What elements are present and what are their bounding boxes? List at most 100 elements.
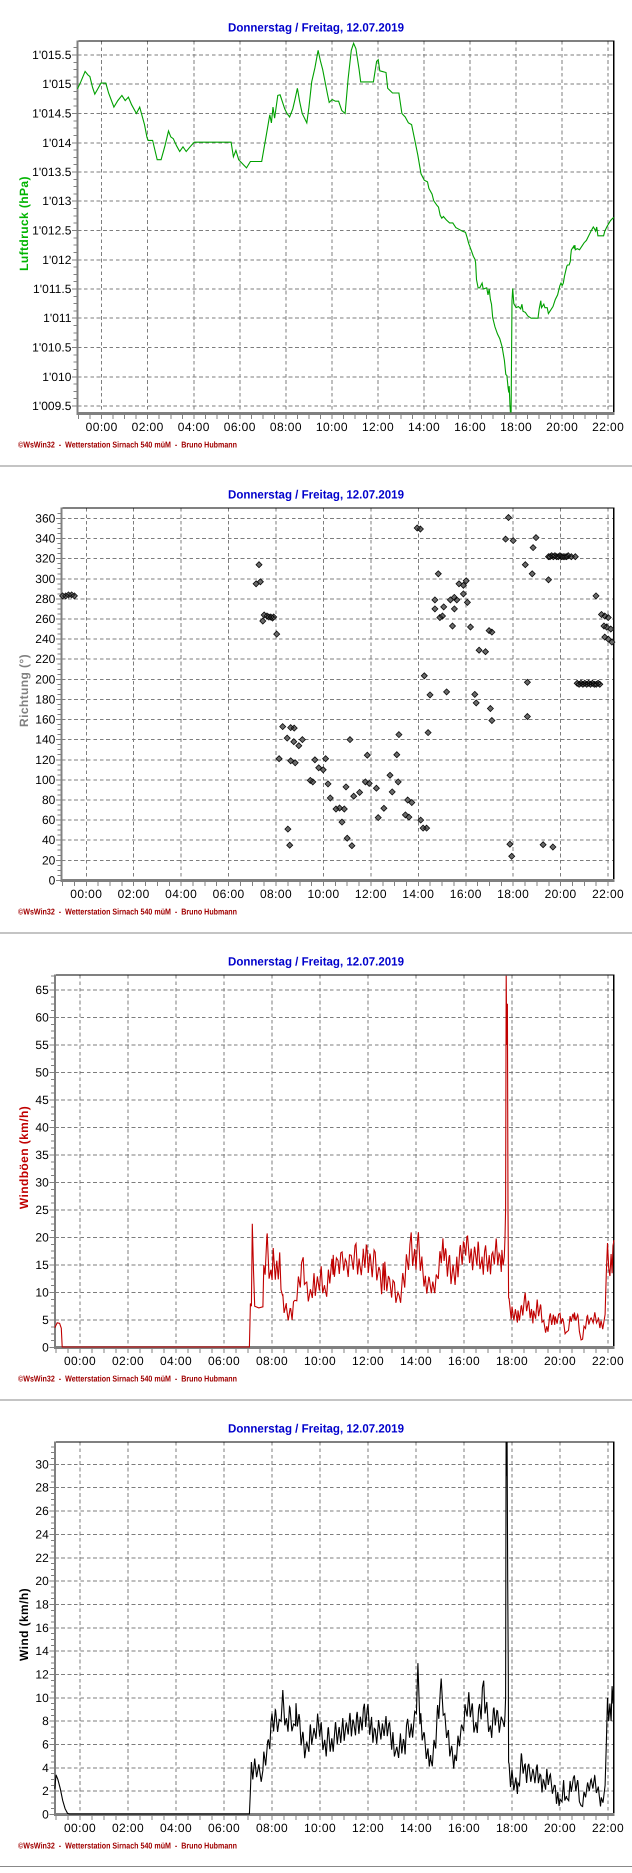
svg-text:Richtung (°): Richtung (°) (17, 654, 31, 727)
svg-text:1'011: 1'011 (43, 311, 72, 325)
svg-text:16:00: 16:00 (450, 887, 482, 901)
svg-text:12: 12 (35, 1668, 49, 1682)
svg-text:02:00: 02:00 (112, 1354, 144, 1368)
svg-text:Luftdruck (hPa): Luftdruck (hPa) (17, 176, 31, 271)
svg-text:06:00: 06:00 (213, 887, 245, 901)
svg-text:6: 6 (42, 1738, 49, 1752)
svg-text:55: 55 (35, 1038, 49, 1052)
svg-text:4: 4 (42, 1761, 49, 1775)
svg-text:20:00: 20:00 (544, 1354, 576, 1368)
svg-text:0: 0 (42, 1341, 49, 1355)
svg-text:340: 340 (35, 532, 55, 546)
svg-text:Donnerstag / Freitag, 12.07.20: Donnerstag / Freitag, 12.07.2019 (228, 955, 404, 969)
svg-text:65: 65 (35, 983, 49, 997)
svg-text:1'015.5: 1'015.5 (32, 48, 72, 62)
svg-text:1'010: 1'010 (42, 370, 72, 384)
svg-text:04:00: 04:00 (178, 420, 210, 434)
svg-text:22: 22 (35, 1551, 49, 1565)
svg-text:18: 18 (35, 1597, 49, 1611)
svg-text:30: 30 (35, 1457, 49, 1471)
svg-text:24: 24 (35, 1527, 49, 1541)
svg-text:02:00: 02:00 (132, 420, 164, 434)
svg-text:2: 2 (42, 1784, 49, 1798)
svg-text:02:00: 02:00 (118, 887, 150, 901)
svg-text:14:00: 14:00 (402, 887, 434, 901)
svg-text:18:00: 18:00 (500, 420, 532, 434)
svg-text:1'015: 1'015 (42, 77, 72, 91)
svg-text:16:00: 16:00 (448, 1354, 480, 1368)
svg-text:22:00: 22:00 (592, 420, 624, 434)
svg-text:08:00: 08:00 (270, 420, 302, 434)
svg-text:50: 50 (35, 1066, 49, 1080)
svg-text:Donnerstag / Freitag, 12.07.20: Donnerstag / Freitag, 12.07.2019 (228, 488, 404, 502)
svg-text:35: 35 (35, 1148, 49, 1162)
svg-text:20: 20 (35, 1231, 49, 1245)
svg-text:15: 15 (35, 1258, 49, 1272)
svg-text:140: 140 (35, 733, 55, 747)
svg-text:00:00: 00:00 (64, 1821, 96, 1835)
svg-text:20:00: 20:00 (544, 1821, 576, 1835)
svg-text:22:00: 22:00 (592, 1354, 624, 1368)
svg-text:10:00: 10:00 (307, 887, 339, 901)
svg-text:80: 80 (42, 793, 56, 807)
svg-text:00:00: 00:00 (70, 887, 102, 901)
svg-text:00:00: 00:00 (64, 1354, 96, 1368)
svg-text:1'013.5: 1'013.5 (32, 165, 72, 179)
svg-text:1'013: 1'013 (42, 194, 72, 208)
svg-text:Donnerstag / Freitag, 12.07.20: Donnerstag / Freitag, 12.07.2019 (228, 21, 404, 35)
svg-text:60: 60 (35, 1011, 49, 1025)
svg-text:08:00: 08:00 (260, 887, 292, 901)
svg-text:12:00: 12:00 (362, 420, 394, 434)
svg-text:04:00: 04:00 (160, 1354, 192, 1368)
svg-text:08:00: 08:00 (256, 1821, 288, 1835)
svg-text:12:00: 12:00 (352, 1354, 384, 1368)
svg-text:18:00: 18:00 (496, 1821, 528, 1835)
svg-text:10:00: 10:00 (304, 1354, 336, 1368)
svg-text:12:00: 12:00 (355, 887, 387, 901)
svg-text:06:00: 06:00 (208, 1821, 240, 1835)
svg-text:Wind (km/h): Wind (km/h) (17, 1588, 31, 1661)
svg-text:240: 240 (35, 632, 55, 646)
svg-text:22:00: 22:00 (592, 887, 624, 901)
svg-text:06:00: 06:00 (224, 420, 256, 434)
svg-text:18:00: 18:00 (496, 1354, 528, 1368)
svg-text:06:00: 06:00 (208, 1354, 240, 1368)
svg-text:00:00: 00:00 (86, 420, 118, 434)
svg-text:14:00: 14:00 (400, 1354, 432, 1368)
svg-text:16:00: 16:00 (448, 1821, 480, 1835)
svg-text:1'009.5: 1'009.5 (32, 399, 72, 413)
svg-text:18:00: 18:00 (497, 887, 529, 901)
svg-text:360: 360 (35, 512, 55, 526)
svg-text:8: 8 (42, 1714, 49, 1728)
svg-text:04:00: 04:00 (165, 887, 197, 901)
svg-text:160: 160 (35, 713, 55, 727)
svg-text:100: 100 (35, 773, 55, 787)
svg-text:40: 40 (35, 1121, 49, 1135)
svg-text:1'011.5: 1'011.5 (33, 282, 72, 296)
svg-text:200: 200 (35, 672, 55, 686)
svg-text:300: 300 (35, 572, 55, 586)
svg-text:1'012: 1'012 (42, 253, 72, 267)
svg-text:20:00: 20:00 (545, 887, 577, 901)
svg-text:22:00: 22:00 (592, 1821, 624, 1835)
svg-text:20:00: 20:00 (546, 420, 578, 434)
svg-text:14: 14 (35, 1644, 49, 1658)
svg-text:10: 10 (35, 1691, 49, 1705)
svg-text:30: 30 (35, 1176, 49, 1190)
svg-text:5: 5 (42, 1313, 49, 1327)
svg-text:Windböen (km/h): Windböen (km/h) (17, 1106, 31, 1209)
svg-text:1'014: 1'014 (42, 136, 72, 150)
svg-text:28: 28 (35, 1481, 49, 1495)
svg-text:Donnerstag / Freitag, 12.07.20: Donnerstag / Freitag, 12.07.2019 (228, 1422, 404, 1436)
svg-text:16: 16 (35, 1621, 49, 1635)
svg-text:0: 0 (42, 1808, 49, 1822)
svg-text:08:00: 08:00 (256, 1354, 288, 1368)
svg-text:320: 320 (35, 552, 55, 566)
svg-text:1'014.5: 1'014.5 (32, 107, 72, 121)
svg-text:10:00: 10:00 (316, 420, 348, 434)
svg-text:1'012.5: 1'012.5 (32, 224, 72, 238)
svg-text:220: 220 (35, 652, 55, 666)
svg-text:25: 25 (35, 1203, 49, 1217)
svg-text:10: 10 (35, 1286, 49, 1300)
svg-text:14:00: 14:00 (408, 420, 440, 434)
